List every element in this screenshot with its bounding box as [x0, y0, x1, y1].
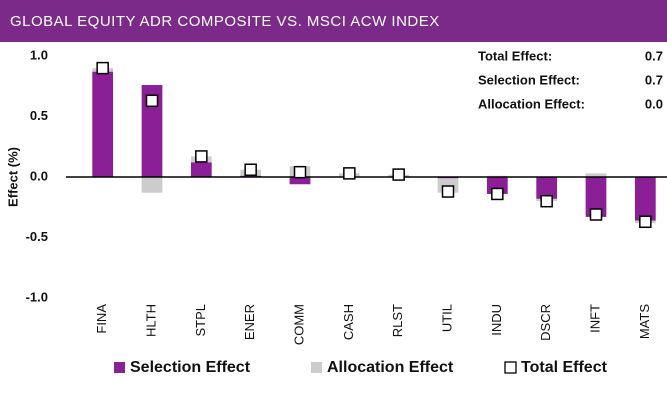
selection-bar — [141, 85, 163, 177]
total-marker — [195, 150, 208, 163]
y-tick-label: 1.0 — [30, 47, 48, 62]
annotation-label: Allocation Effect: — [478, 96, 585, 111]
x-tick-label: STPL — [193, 304, 208, 337]
legend-label: Allocation Effect — [327, 359, 454, 376]
annotation-label: Total Effect: — [478, 48, 552, 63]
total-marker — [244, 163, 257, 176]
legend-label: Selection Effect — [130, 359, 251, 376]
selection-bar — [92, 71, 114, 177]
selection-bar — [536, 177, 558, 199]
total-marker — [589, 208, 603, 221]
total-marker — [145, 94, 159, 108]
allocation-bar — [141, 177, 163, 193]
total-marker — [441, 185, 455, 198]
annotation-value: 0.0 — [645, 96, 663, 111]
y-tick-label: -1.0 — [26, 289, 48, 304]
legend-label: Total Effect — [521, 359, 608, 376]
allocation-bar — [585, 173, 607, 177]
total-marker — [293, 165, 307, 179]
y-tick-label: 0.0 — [30, 168, 48, 183]
x-tick-label: INDU — [489, 304, 504, 336]
total-marker — [343, 167, 356, 180]
x-tick-label: ENER — [242, 304, 257, 340]
total-marker — [639, 215, 652, 229]
selection-bar — [585, 177, 607, 217]
selection-bar — [289, 177, 311, 185]
x-tick-label: RLST — [390, 304, 405, 337]
legend-swatch — [504, 361, 517, 374]
title-bar — [0, 0, 667, 42]
x-tick-label: UTIL — [439, 304, 454, 332]
y-axis-label: Effect (%) — [5, 147, 20, 207]
legend-swatch — [311, 362, 322, 373]
x-tick-label: COMM — [291, 304, 306, 345]
annotation-value: 0.7 — [645, 72, 663, 87]
total-marker — [96, 61, 109, 75]
x-tick-label: INFT — [587, 304, 602, 333]
total-marker — [540, 194, 553, 208]
x-tick-label: DSCR — [538, 304, 553, 341]
x-tick-label: HLTH — [143, 304, 158, 337]
total-marker — [392, 168, 405, 181]
y-tick-label: 0.5 — [30, 108, 48, 123]
y-tick-label: -0.5 — [26, 229, 48, 244]
x-tick-label: FINA — [94, 304, 109, 334]
selection-bar — [634, 177, 656, 221]
chart-title: GLOBAL EQUITY ADR COMPOSITE VS. MSCI ACW… — [10, 13, 440, 30]
x-tick-label: MATS — [637, 304, 652, 339]
annotation-value: 0.7 — [645, 48, 663, 63]
selection-bar — [190, 162, 212, 177]
x-tick-label: CASH — [341, 304, 356, 340]
legend-swatch — [114, 362, 125, 373]
total-marker — [491, 187, 504, 201]
annotation-label: Selection Effect: — [478, 72, 580, 87]
